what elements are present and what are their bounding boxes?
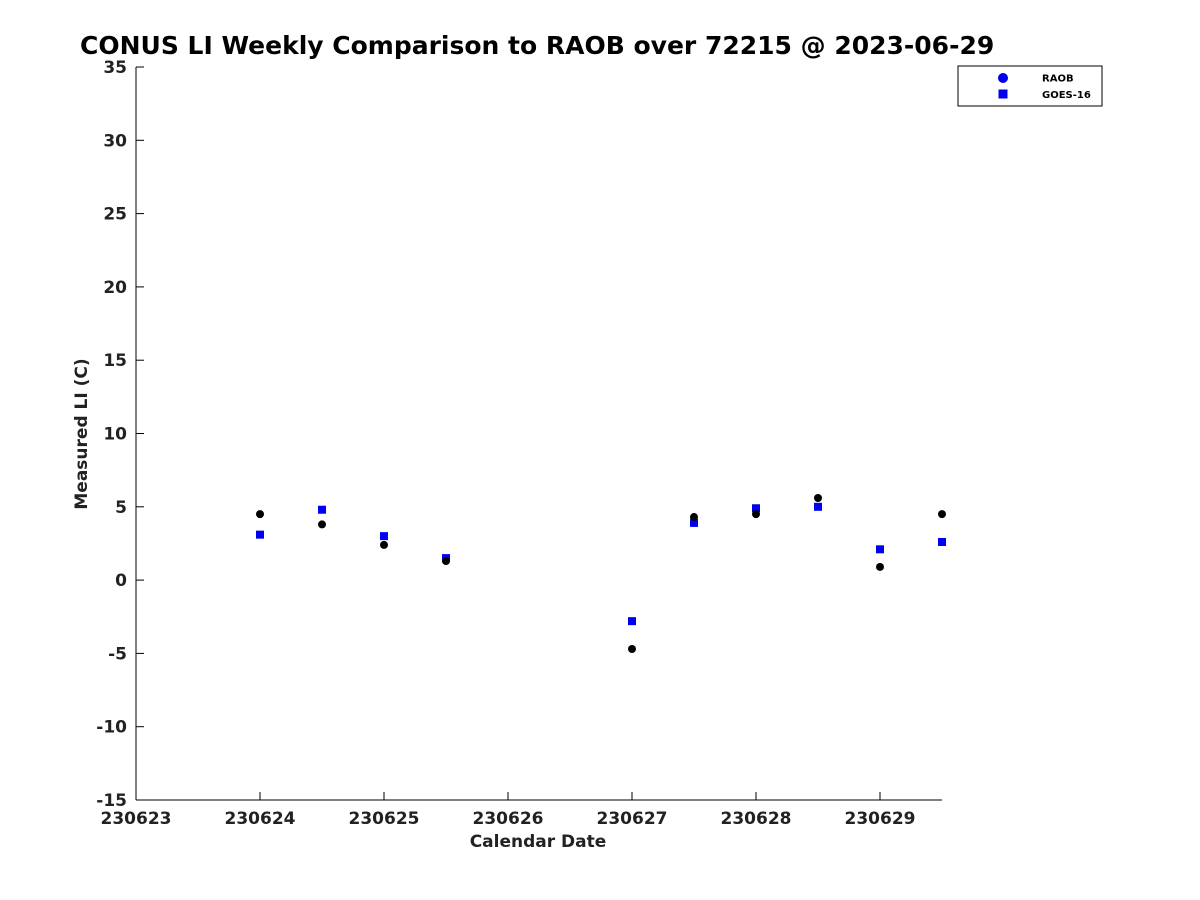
goes-point [318, 505, 326, 514]
y-ticks: -15 -10 -5 0 5 10 15 20 25 30 35 [96, 58, 144, 811]
raob-point [814, 494, 822, 503]
goes-point [752, 504, 760, 513]
series-raob [256, 494, 946, 654]
y-tick-label: 35 [103, 58, 127, 78]
y-tick-label: 5 [115, 498, 127, 518]
legend: RAOB GOES-16 [957, 65, 1103, 107]
goes-point [938, 537, 946, 546]
x-axis-label: Calendar Date [470, 832, 607, 852]
legend-raob-marker [998, 73, 1008, 83]
legend-goes-marker [998, 89, 1008, 99]
y-tick-label: 30 [103, 131, 127, 151]
x-tick-label: 230629 [845, 809, 916, 829]
raob-point [256, 510, 264, 519]
y-tick-label: -15 [96, 791, 127, 811]
x-tick-label: 230625 [349, 809, 420, 829]
y-axis-label: Measured LI (C) [72, 358, 92, 509]
x-tick-label: 230626 [473, 809, 544, 829]
legend-raob-label: RAOB [1042, 74, 1074, 85]
y-tick-label: -5 [108, 644, 127, 664]
raob-point [690, 513, 698, 522]
legend-goes-label: GOES-16 [1042, 90, 1091, 101]
goes-point [628, 617, 636, 626]
goes-point [690, 518, 698, 527]
y-tick-label: 10 [103, 425, 127, 445]
y-tick-label: -10 [96, 718, 127, 738]
goes-point [814, 502, 822, 511]
x-tick-label: 230628 [721, 809, 792, 829]
x-tick-label: 230627 [597, 809, 668, 829]
series-goes-16 [256, 502, 946, 626]
raob-point [318, 520, 326, 529]
raob-point [628, 645, 636, 654]
plot-area [256, 494, 946, 654]
chart-title: CONUS LI Weekly Comparison to RAOB over … [80, 31, 994, 60]
y-tick-label: 20 [103, 278, 127, 298]
goes-point [256, 530, 264, 539]
raob-point [938, 510, 946, 519]
raob-point [752, 510, 760, 519]
raob-point [876, 562, 884, 571]
y-tick-label: 25 [103, 205, 127, 225]
x-ticks: 230623 230624 230625 230626 230627 230628 2306… [101, 792, 916, 829]
raob-point [380, 540, 388, 549]
x-tick-label: 230624 [225, 809, 296, 829]
axes [135, 67, 942, 801]
goes-point [380, 532, 388, 541]
y-tick-label: 0 [115, 571, 127, 591]
goes-point [876, 545, 884, 554]
y-tick-label: 15 [103, 351, 127, 371]
legend-box [957, 65, 1103, 107]
x-tick-label: 230623 [101, 809, 172, 829]
raob-point [442, 557, 450, 566]
